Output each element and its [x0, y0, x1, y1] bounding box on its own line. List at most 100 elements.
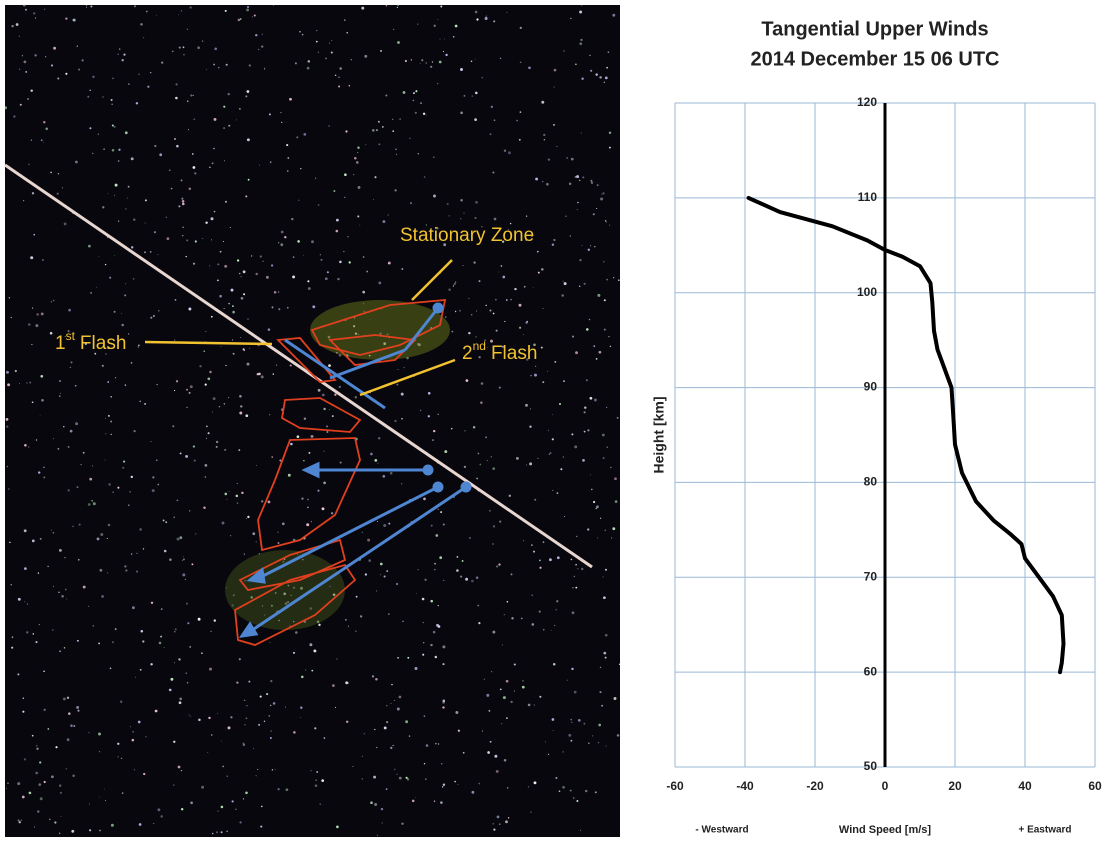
star — [107, 193, 109, 195]
star — [144, 251, 146, 254]
word: Flash — [80, 333, 126, 354]
star — [499, 823, 501, 825]
star — [263, 720, 266, 722]
star — [285, 706, 287, 708]
star — [474, 118, 477, 121]
star — [345, 681, 349, 685]
arrow-tail — [422, 464, 434, 476]
star — [36, 747, 39, 751]
star — [453, 240, 455, 242]
star — [345, 130, 348, 133]
star — [551, 438, 554, 441]
star — [253, 748, 255, 750]
star — [492, 171, 495, 174]
star — [463, 212, 465, 214]
star — [17, 673, 20, 676]
star — [479, 463, 482, 466]
star — [66, 598, 68, 600]
star — [570, 157, 574, 161]
star — [300, 706, 303, 709]
star — [606, 406, 608, 409]
arrow-head — [246, 567, 266, 584]
star — [31, 539, 35, 543]
star — [477, 604, 480, 607]
star — [205, 340, 207, 342]
star — [606, 66, 608, 69]
star — [321, 507, 325, 511]
star — [174, 662, 176, 664]
star — [24, 567, 27, 570]
star — [563, 380, 565, 382]
star — [98, 642, 101, 645]
star — [213, 619, 216, 622]
star — [188, 714, 190, 716]
star — [292, 256, 295, 258]
star — [533, 781, 537, 785]
star — [96, 537, 100, 541]
star — [34, 17, 37, 19]
star — [174, 339, 176, 341]
star — [289, 364, 292, 367]
star — [331, 415, 334, 418]
star — [529, 408, 532, 410]
star — [531, 623, 535, 626]
star — [246, 8, 250, 12]
star — [527, 786, 530, 788]
star — [533, 704, 535, 706]
star — [395, 148, 397, 151]
star — [260, 805, 263, 808]
star — [456, 555, 459, 558]
star — [375, 590, 378, 592]
star — [175, 96, 178, 100]
star — [127, 185, 130, 188]
star — [598, 723, 602, 727]
star — [217, 712, 219, 714]
star — [336, 825, 339, 829]
star — [256, 464, 257, 466]
star — [178, 14, 180, 16]
star — [575, 563, 577, 566]
star — [427, 415, 430, 418]
star — [144, 199, 147, 202]
star — [261, 605, 264, 607]
star — [32, 307, 34, 309]
star — [344, 196, 346, 198]
star — [260, 375, 264, 379]
star — [177, 765, 181, 769]
star — [253, 14, 256, 17]
star — [239, 395, 242, 398]
star — [78, 68, 81, 71]
star — [34, 826, 36, 828]
star — [510, 298, 513, 301]
star — [35, 641, 38, 644]
star — [232, 594, 235, 597]
star — [181, 197, 184, 200]
star — [401, 483, 403, 485]
star — [522, 680, 524, 682]
star — [521, 685, 525, 689]
star — [51, 775, 54, 779]
star — [274, 768, 276, 770]
star — [63, 426, 65, 428]
star — [287, 170, 289, 172]
star — [547, 753, 550, 755]
star — [452, 36, 455, 38]
star — [553, 68, 557, 72]
star — [401, 268, 404, 270]
star — [240, 405, 243, 408]
star — [454, 281, 457, 283]
star — [463, 95, 466, 97]
star — [239, 821, 242, 824]
star — [610, 537, 613, 539]
star — [15, 23, 19, 26]
star — [183, 53, 185, 56]
pointer — [144, 340, 273, 346]
star — [267, 500, 271, 504]
star — [525, 403, 528, 407]
star — [383, 524, 387, 527]
star — [532, 287, 534, 289]
star — [41, 259, 44, 261]
star — [376, 834, 378, 836]
star — [618, 663, 621, 665]
star — [278, 308, 281, 311]
